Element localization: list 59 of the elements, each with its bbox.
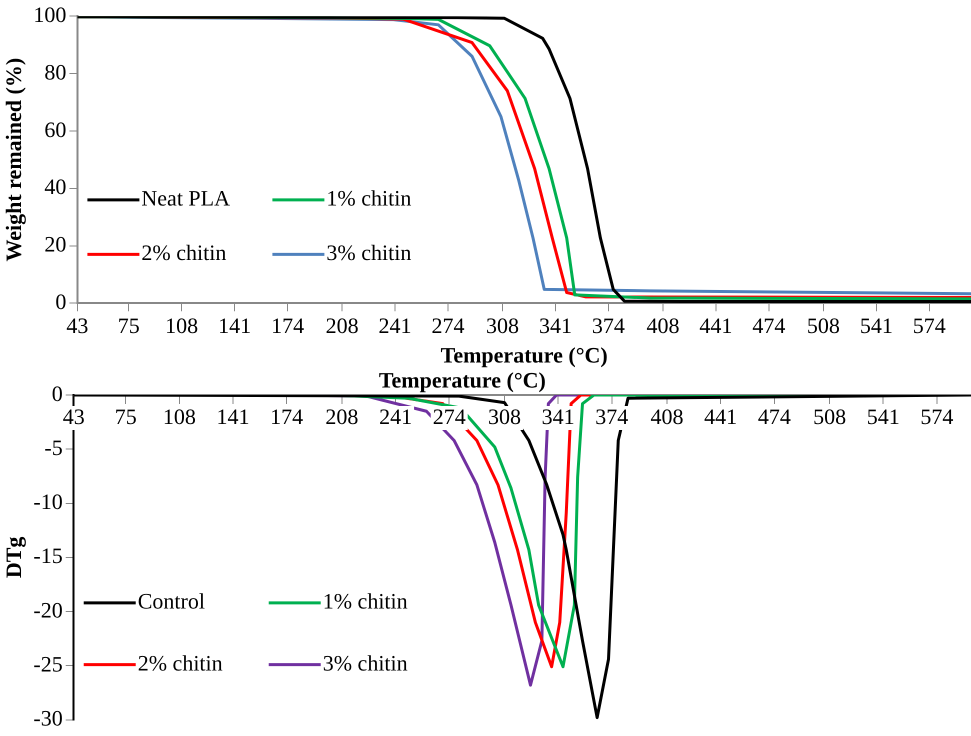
- x-tick-label: 274: [431, 313, 464, 338]
- x-tick-label: 108: [165, 313, 198, 338]
- legend-label: Control: [138, 588, 205, 614]
- x-axis-title: Temperature (°C): [378, 368, 546, 393]
- x-tick-label: 43: [62, 404, 85, 429]
- y-tick-label: -25: [33, 651, 63, 676]
- x-tick-label: 474: [752, 313, 786, 338]
- x-tick-label: 441: [699, 313, 732, 338]
- y-axis-title: Weight remained (%): [0, 58, 26, 262]
- legend-label: 2% chitin: [141, 240, 226, 266]
- x-tick-label: 508: [806, 313, 840, 338]
- legend-label: Neat PLA: [141, 186, 230, 211]
- x-tick-label: 308: [488, 404, 521, 429]
- x-tick-label: 208: [326, 313, 359, 338]
- x-tick-label: 408: [650, 404, 684, 429]
- x-tick-label: 541: [866, 404, 900, 429]
- x-tick-label: 574: [920, 404, 954, 429]
- legend-label: 3% chitin: [322, 650, 408, 676]
- x-tick-label: 241: [378, 313, 412, 338]
- x-axis-title: Temperature (°C): [440, 342, 608, 368]
- x-tick-label: 75: [114, 404, 137, 429]
- x-tick-label: 341: [538, 313, 572, 338]
- legend-label: 2% chitin: [138, 650, 223, 676]
- y-tick-label: -5: [44, 434, 63, 460]
- x-tick-label: 474: [758, 404, 791, 429]
- y-tick-label: 20: [44, 232, 66, 257]
- y-tick-label: -20: [33, 597, 63, 622]
- x-tick-label: 408: [646, 313, 680, 338]
- y-axis-title: DTg: [0, 536, 26, 578]
- x-tick-label: 574: [912, 313, 946, 338]
- y-tick-label: 40: [44, 174, 66, 200]
- x-tick-label: 108: [162, 404, 196, 429]
- x-tick-label: 374: [595, 404, 628, 429]
- x-tick-label: 374: [592, 313, 625, 338]
- x-tick-label: 541: [860, 313, 893, 338]
- x-tick-label: 208: [325, 404, 358, 429]
- legend-label: 3% chitin: [326, 240, 412, 266]
- y-tick-label: 60: [44, 116, 66, 142]
- x-tick-label: 441: [704, 404, 738, 429]
- x-tick-label: 241: [379, 404, 412, 429]
- x-tick-label: 308: [486, 313, 520, 338]
- x-tick-label: 43: [66, 313, 88, 338]
- y-tick-label: 0: [52, 380, 63, 406]
- x-tick-label: 141: [218, 313, 252, 338]
- x-tick-label: 141: [216, 404, 250, 429]
- legend-label: 1% chitin: [326, 186, 412, 211]
- y-tick-label: -10: [33, 489, 63, 514]
- x-tick-label: 174: [271, 313, 304, 338]
- x-tick-label: 75: [118, 313, 140, 338]
- y-tick-label: 100: [33, 2, 66, 27]
- x-tick-label: 174: [270, 404, 304, 429]
- x-tick-label: 341: [542, 404, 575, 429]
- y-tick-label: 80: [44, 59, 66, 84]
- legend-label: 1% chitin: [322, 588, 408, 614]
- y-tick-label: -15: [33, 543, 63, 568]
- x-tick-label: 508: [813, 404, 846, 429]
- y-tick-label: -30: [33, 706, 63, 731]
- x-tick-label: 274: [432, 404, 466, 429]
- y-tick-label: 0: [55, 288, 66, 314]
